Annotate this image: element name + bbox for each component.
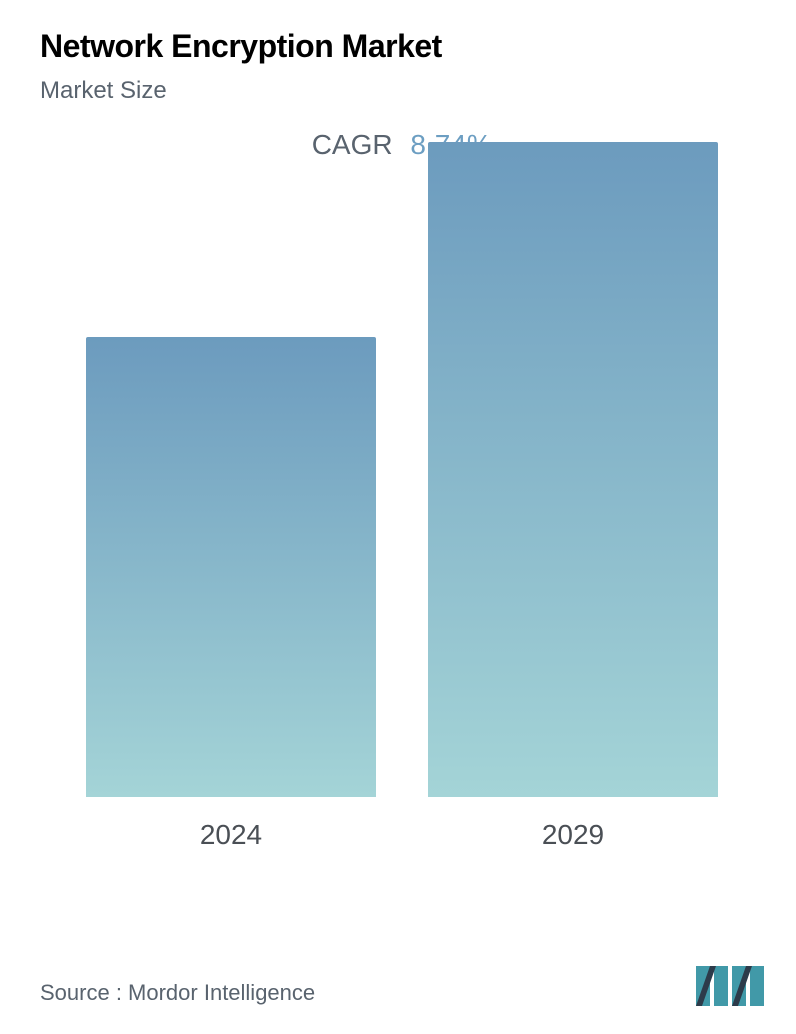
brand-logo-icon (694, 960, 764, 1006)
chart-bar (86, 337, 376, 797)
bar-x-label: 2024 (200, 819, 262, 851)
page-subtitle: Market Size (40, 77, 764, 105)
bar-group: 2029 (428, 142, 718, 851)
chart-bar (428, 142, 718, 797)
cagr-label: CAGR (312, 129, 393, 160)
bar-group: 2024 (86, 337, 376, 851)
source-text: Source : Mordor Intelligence (40, 980, 315, 1006)
footer-row: Source : Mordor Intelligence (40, 960, 764, 1006)
chart-area: 2024 2029 (40, 191, 764, 851)
chart-container: Network Encryption Market Market Size CA… (0, 0, 796, 1034)
bar-x-label: 2029 (542, 819, 604, 851)
page-title: Network Encryption Market (40, 28, 764, 65)
